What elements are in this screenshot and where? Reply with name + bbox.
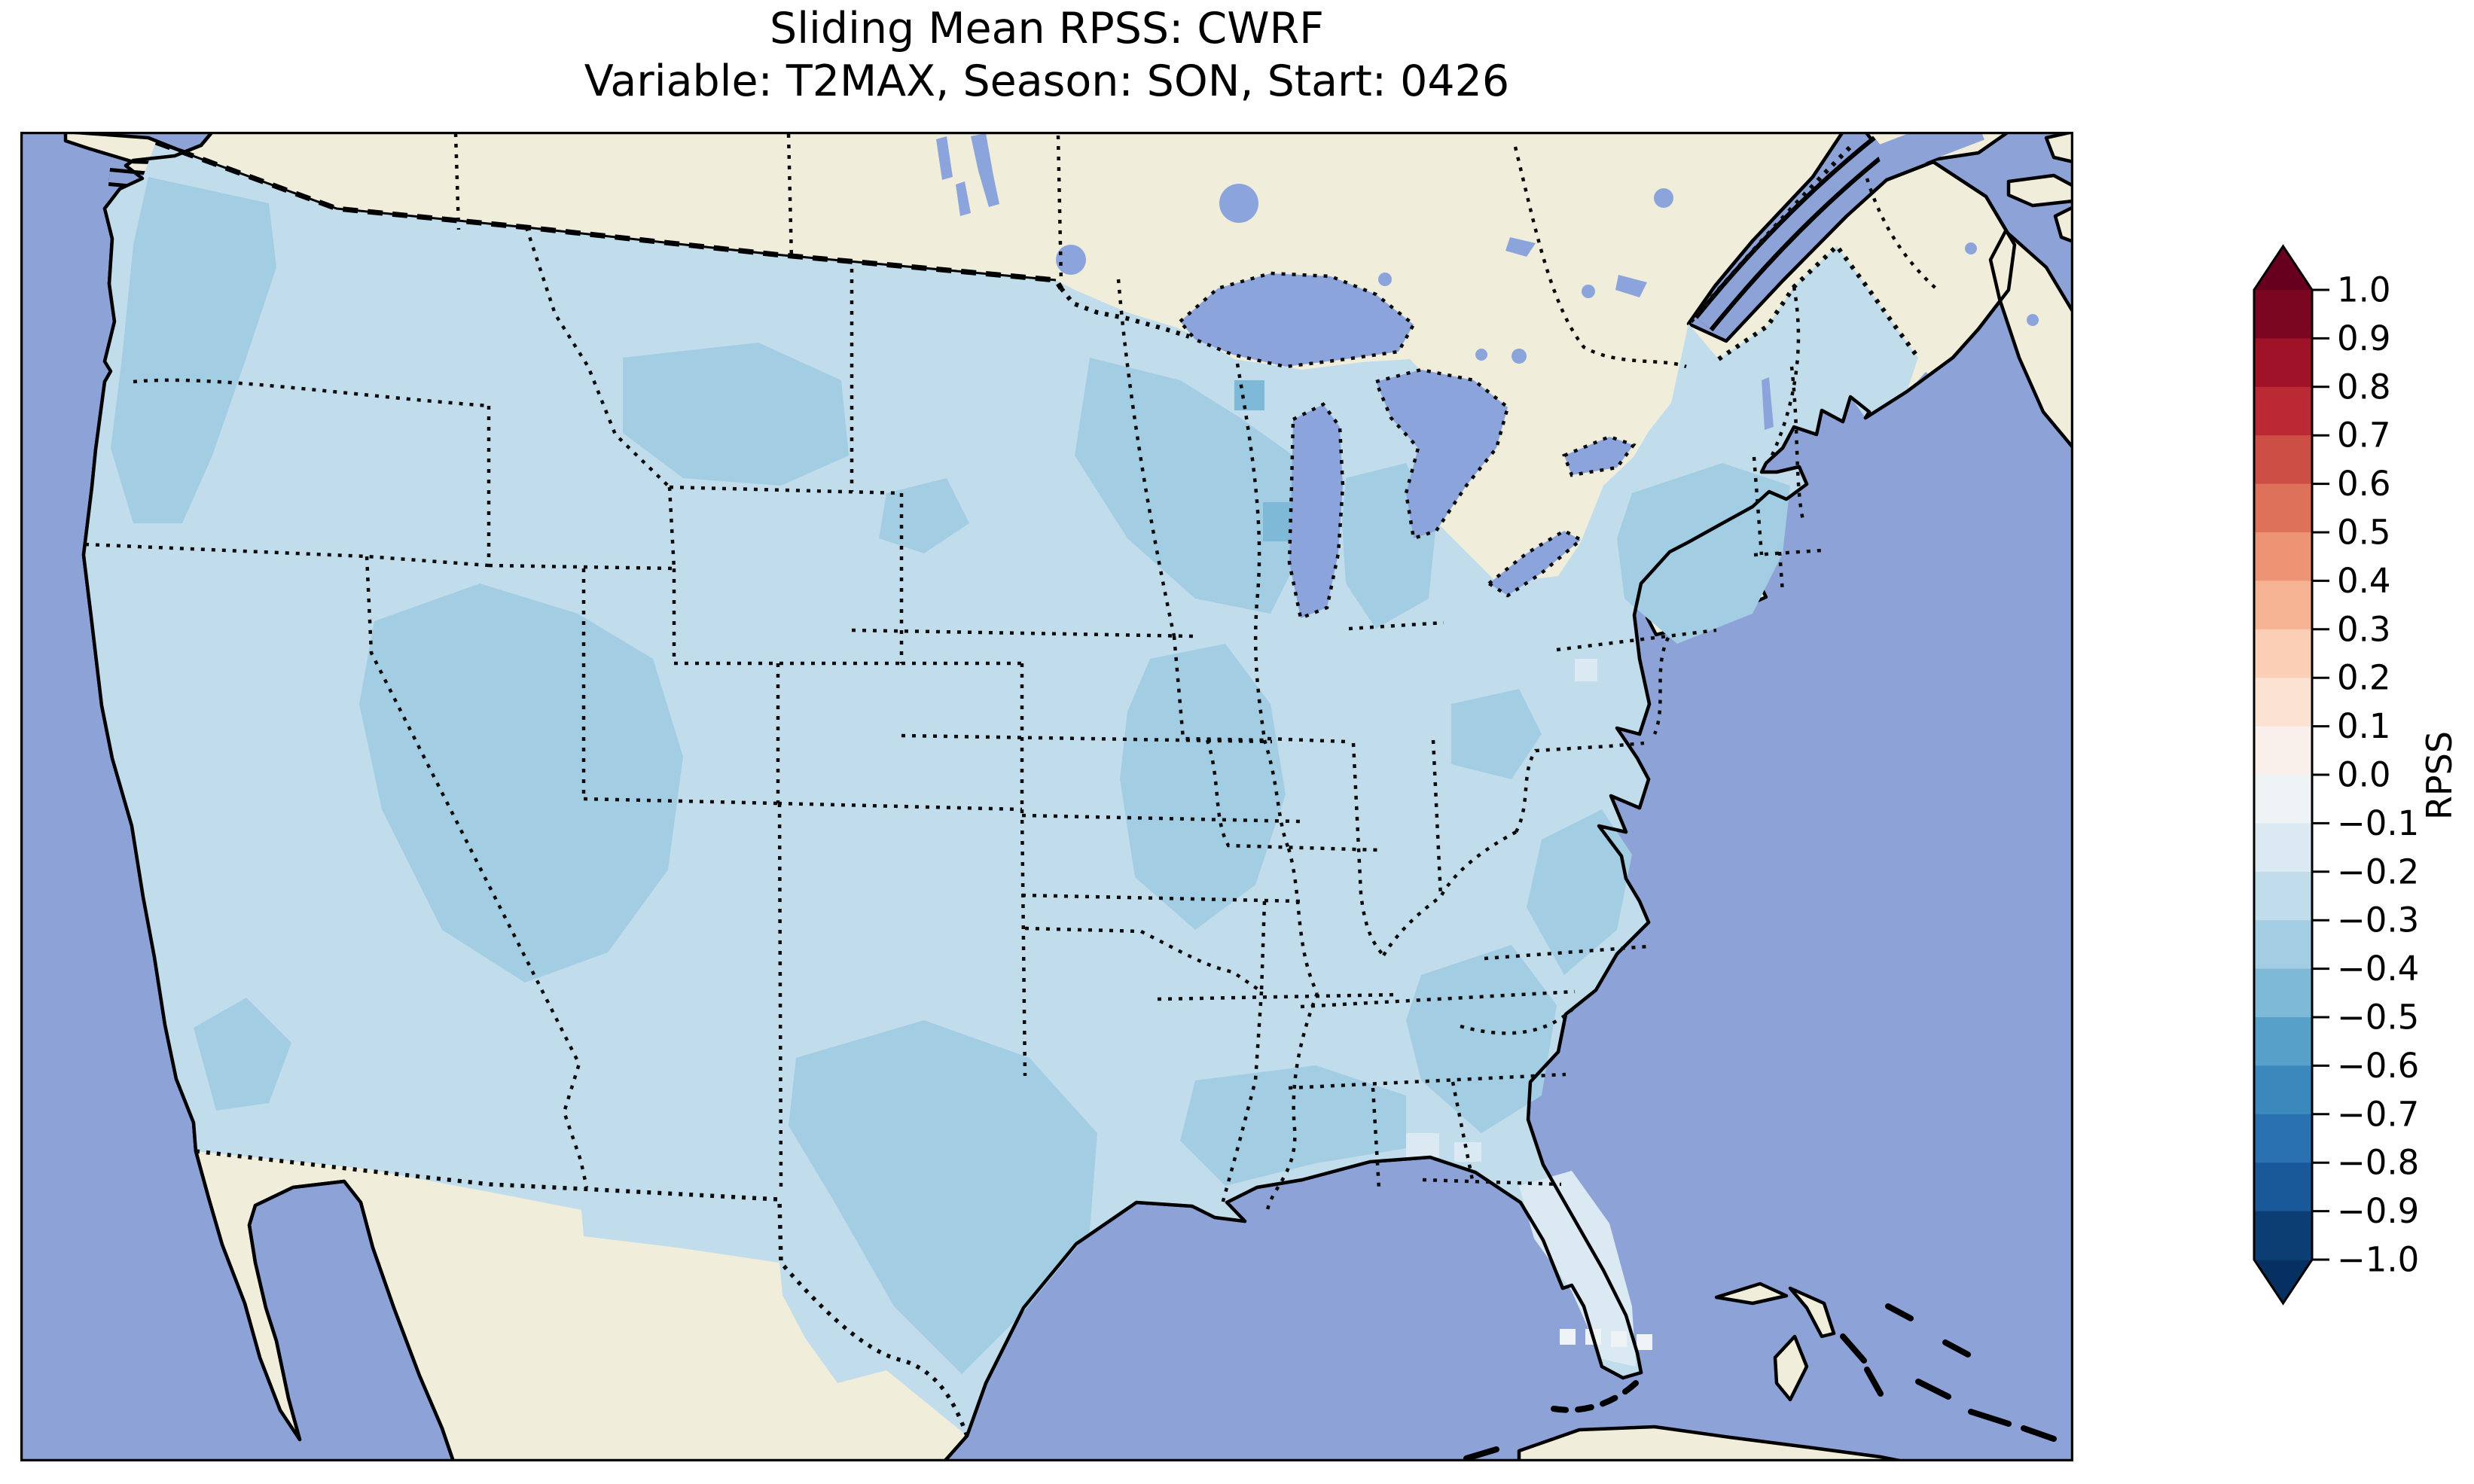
- colorbar-segment: [2254, 678, 2312, 727]
- figure-title: Sliding Mean RPSS: CWRF Variable: T2MAX,…: [20, 3, 2073, 108]
- lake-huron: [1373, 367, 1510, 541]
- bahamas-abaco: [1788, 1286, 1836, 1339]
- colorbar-segment: [2254, 1114, 2312, 1163]
- bahamas-eleuthera: [1840, 1333, 1867, 1364]
- colorbar-tick-label: 0.5: [2337, 513, 2391, 553]
- colorbar-tick-label: −0.9: [2337, 1191, 2419, 1231]
- colorbar-segment: [2254, 629, 2312, 678]
- rpss-cells-near-zero: [1560, 1329, 1652, 1350]
- title-line-1: Sliding Mean RPSS: CWRF: [770, 4, 1324, 53]
- cuba: [1517, 1425, 1905, 1461]
- colorbar-tick-label: 1.0: [2337, 270, 2391, 310]
- border-dotted-st-lawrence: [1688, 141, 1856, 323]
- colorbar-under-arrow: [2254, 1260, 2312, 1303]
- great-lakes-group: [1177, 271, 1637, 621]
- canadian-lakes-group: [936, 133, 2039, 430]
- lake-michigan: [1287, 402, 1345, 621]
- prince-edward-island: [2006, 173, 2073, 208]
- colorbar-segment: [2254, 1017, 2312, 1067]
- colorbar-tick-label: −0.8: [2337, 1143, 2419, 1183]
- colorbar-segment: [2254, 1065, 2312, 1115]
- bay-of-fundy: [1910, 371, 2002, 457]
- colorbar-tick-label: −0.4: [2337, 949, 2419, 989]
- lake-ontario: [1562, 434, 1637, 477]
- title-line-2: Variable: T2MAX, Season: SON, Start: 042…: [584, 56, 1510, 106]
- colorbar-segment: [2254, 1211, 2312, 1260]
- colorbar-segment: [2254, 532, 2312, 582]
- colorbar-segment: [2254, 580, 2312, 630]
- colorbar-ticks: 1.0 0.9 0.8 0.7 0.6 0.5 0.4 0.3 0.2 0.1 0.0 −0.1 −0.…: [2312, 270, 2419, 1280]
- colorbar-panel: 1.0 0.9 0.8 0.7 0.6 0.5 0.4 0.3 0.2 0.1 0.0 −0.1 −0.…: [2229, 241, 2474, 1325]
- colorbar-segment: [2254, 290, 2312, 340]
- colorbar-tick-label: 0.9: [2337, 318, 2391, 358]
- us-mexico-border: [195, 1149, 969, 1437]
- colorbar-tick-label: −0.6: [2337, 1046, 2419, 1086]
- border-dashed-line: [154, 139, 1063, 290]
- colorbar-tick-label: 0.1: [2337, 706, 2391, 746]
- florida-keys: [1551, 1380, 1639, 1413]
- colorbar-tick-label: 0.7: [2337, 416, 2391, 456]
- colorbar-tick-label: 0.6: [2337, 464, 2391, 504]
- bahamas-grand-bahama: [1714, 1281, 1789, 1306]
- map-panel: [20, 132, 2073, 1461]
- colorbar-segment: [2254, 338, 2312, 388]
- map-frame: [20, 132, 2073, 1461]
- colorbar-over-arrow: [2254, 246, 2312, 290]
- colorbar-tick-label: 0.0: [2337, 755, 2391, 795]
- colorbar-axis-label: RPSS: [2419, 731, 2460, 820]
- colorbar-tick-label: −0.3: [2337, 900, 2419, 940]
- colorbar-tick-label: −0.2: [2337, 852, 2419, 891]
- colorbar-tick-label: −0.1: [2337, 803, 2419, 843]
- colorbar-tick-label: 0.3: [2337, 609, 2391, 649]
- conus-rpss-map: [20, 132, 2073, 1461]
- colorbar-segment: [2254, 968, 2312, 1018]
- colorbar-segment: [2254, 920, 2312, 970]
- colorbar-tick-label: 0.2: [2337, 658, 2391, 698]
- nova-scotia: [1988, 229, 2073, 450]
- colorbar-segments: [2254, 290, 2312, 1260]
- colorbar-tick-label: −1.0: [2337, 1240, 2419, 1280]
- colorbar-tick-label: 0.4: [2337, 561, 2391, 601]
- cuba-west-cay: [1463, 1446, 1499, 1461]
- colorbar-segment: [2254, 775, 2312, 824]
- rpss-patches-minus035: [111, 177, 1790, 1374]
- colorbar-tick-label: 0.8: [2337, 367, 2391, 407]
- colorbar-tick-label: −0.5: [2337, 998, 2419, 1038]
- st-lawrence-river: [1698, 139, 1886, 329]
- state-borders-group: [84, 133, 1941, 1211]
- colorbar-segment: [2254, 483, 2312, 533]
- st-lawrence-estuary: [1875, 132, 1984, 178]
- colorbar-segment: [2254, 726, 2312, 776]
- island-dash-marks: [1463, 1303, 2057, 1461]
- colorbar-segment: [2254, 823, 2312, 873]
- lake-superior: [1177, 271, 1416, 369]
- rpss-patches-minus015: [1406, 659, 1636, 1367]
- colorbar-segment: [2254, 386, 2312, 436]
- bahamas-andros: [1773, 1334, 1809, 1402]
- colorbar-tick-label: −0.7: [2337, 1094, 2419, 1134]
- border-dotted-mn: [1059, 287, 1190, 339]
- ontario-peninsula: [1474, 471, 1560, 553]
- coastline-overlay: [81, 132, 2017, 1461]
- lake-erie: [1486, 529, 1584, 598]
- colorbar-segment: [2254, 1163, 2312, 1212]
- colorbar-segment: [2254, 435, 2312, 485]
- cape-breton-island: [2053, 205, 2073, 244]
- colorbar-segment: [2254, 871, 2312, 921]
- rpss-colorbar: 1.0 0.9 0.8 0.7 0.6 0.5 0.4 0.3 0.2 0.1 0.0 −0.1 −0.…: [2253, 244, 2460, 1306]
